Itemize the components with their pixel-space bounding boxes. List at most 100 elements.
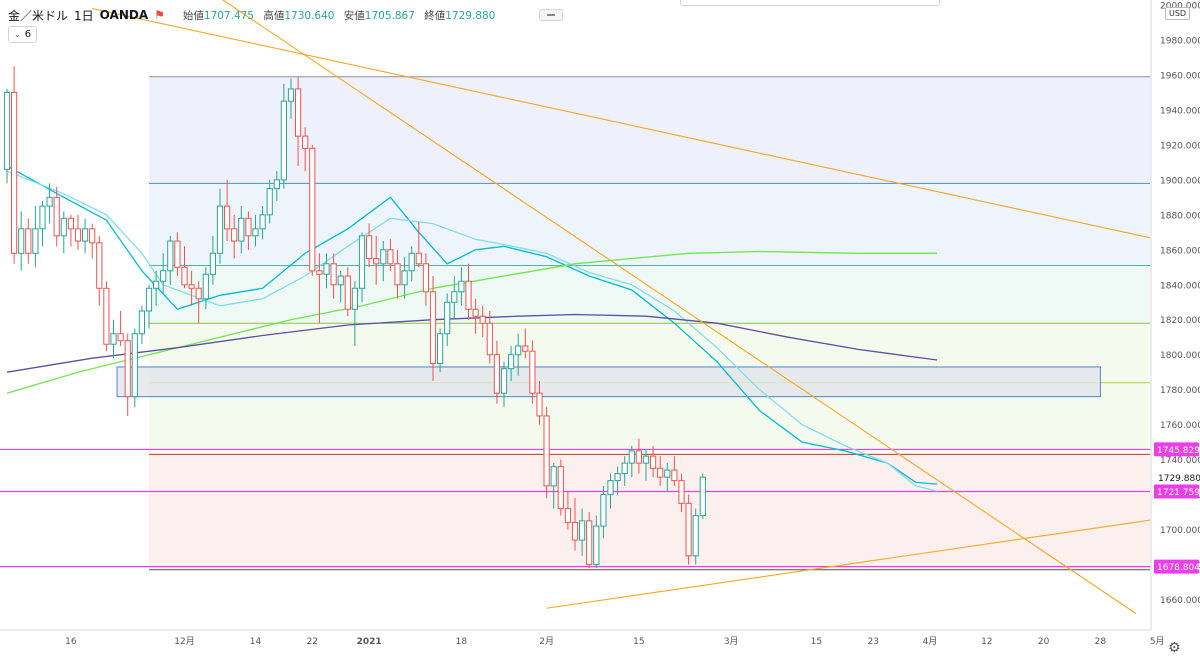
current-price-tag bbox=[1153, 470, 1199, 485]
candle-body bbox=[500, 368, 508, 394]
candle-body bbox=[316, 270, 323, 275]
close-label: 終値 bbox=[424, 9, 446, 22]
candle bbox=[408, 246, 415, 282]
ohlc-readout: 始値1707.475 高値1730.640 安値1705.867 終値1729.… bbox=[183, 8, 501, 23]
candle-body bbox=[245, 217, 252, 237]
candle-body bbox=[472, 308, 479, 317]
candle-body bbox=[529, 350, 536, 394]
candle bbox=[571, 498, 579, 551]
candle bbox=[39, 200, 46, 247]
data-source: OANDA bbox=[99, 8, 149, 22]
candle-body bbox=[202, 273, 209, 300]
candle-body bbox=[287, 88, 295, 102]
candle bbox=[224, 179, 231, 242]
candle bbox=[699, 473, 706, 520]
candle bbox=[358, 232, 366, 303]
candle bbox=[536, 380, 543, 425]
price-tick-label: 1840.000 bbox=[1160, 281, 1200, 291]
collapse-legend-button[interactable] bbox=[539, 9, 564, 21]
candle-body bbox=[444, 301, 451, 335]
candle-body bbox=[266, 188, 273, 216]
candle bbox=[167, 235, 174, 285]
candle-body bbox=[678, 480, 685, 504]
candle-body bbox=[408, 252, 415, 272]
candle bbox=[160, 253, 167, 294]
low-label: 安値 bbox=[343, 9, 365, 22]
candle bbox=[579, 508, 586, 556]
candle-body bbox=[415, 252, 422, 265]
candle bbox=[692, 508, 699, 565]
trendline bbox=[92, 7, 1150, 239]
candle-body bbox=[593, 525, 600, 566]
candle-body bbox=[145, 287, 153, 312]
candle bbox=[181, 246, 188, 289]
candle-body bbox=[188, 284, 195, 289]
candle-body bbox=[493, 354, 500, 394]
candle-body bbox=[252, 228, 259, 237]
candle bbox=[245, 211, 252, 250]
flag-icon[interactable]: ⚑ bbox=[154, 8, 165, 22]
candle-body bbox=[82, 228, 89, 242]
candle-body bbox=[160, 270, 167, 282]
time-tick-label: 16 bbox=[65, 637, 77, 647]
candle-body bbox=[195, 287, 202, 300]
zone-band bbox=[149, 76, 1150, 184]
candle-body bbox=[628, 450, 635, 464]
candle-body bbox=[642, 455, 650, 464]
candle bbox=[153, 270, 160, 306]
candle bbox=[302, 127, 309, 172]
candle bbox=[671, 456, 678, 486]
candle-body bbox=[124, 340, 131, 398]
candle-body bbox=[181, 266, 188, 286]
price-tick-label: 2000.000 bbox=[1160, 2, 1200, 12]
candle bbox=[25, 218, 32, 264]
symbol-name[interactable]: 金／米ドル bbox=[8, 8, 69, 23]
close-value: 1729.880 bbox=[445, 9, 496, 22]
time-tick-label: 12 bbox=[981, 637, 992, 647]
indicator-toggle[interactable]: ⌄ 6 bbox=[8, 26, 38, 43]
candle bbox=[266, 179, 273, 224]
gear-icon[interactable]: ⚙ bbox=[1168, 640, 1181, 656]
candle bbox=[330, 253, 337, 299]
candle-body bbox=[373, 258, 380, 265]
drawing-toolbar[interactable] bbox=[680, 0, 940, 6]
currency-label[interactable]: USD bbox=[1165, 7, 1191, 20]
time-tick-label: 3月 bbox=[724, 636, 739, 647]
candle-body bbox=[650, 455, 657, 469]
candle-body bbox=[117, 333, 124, 342]
candle-body bbox=[280, 100, 287, 181]
candle bbox=[309, 144, 316, 277]
candle-body bbox=[32, 228, 39, 254]
candle-body bbox=[358, 235, 366, 289]
candle bbox=[195, 281, 202, 324]
price-level-tag bbox=[1154, 484, 1199, 499]
candle bbox=[650, 445, 657, 478]
indicator-count: 6 bbox=[24, 29, 32, 40]
candle bbox=[380, 241, 387, 282]
candle bbox=[67, 214, 75, 247]
candle bbox=[600, 485, 607, 539]
candle-body bbox=[550, 466, 557, 487]
candle-body bbox=[209, 252, 217, 275]
candle bbox=[89, 223, 96, 259]
candle bbox=[415, 221, 422, 268]
candle-body bbox=[635, 450, 642, 464]
candle bbox=[628, 445, 635, 478]
time-tick-label: 5月 bbox=[1150, 636, 1165, 647]
price-tick-label: 1740.000 bbox=[1160, 456, 1200, 466]
candle bbox=[202, 267, 209, 310]
time-tick-label: 15 bbox=[633, 637, 644, 647]
candle bbox=[401, 256, 408, 299]
interval-label[interactable]: 1日 bbox=[74, 8, 94, 23]
candle bbox=[344, 267, 351, 317]
candle-body bbox=[174, 240, 181, 268]
candle-body bbox=[110, 333, 117, 345]
price-tick-label: 1940.000 bbox=[1160, 106, 1200, 116]
candle bbox=[685, 494, 692, 565]
candle bbox=[614, 466, 621, 495]
price-tick-label: 1920.000 bbox=[1160, 141, 1200, 151]
candle bbox=[451, 276, 458, 320]
trendline bbox=[221, 0, 1137, 614]
candle-body bbox=[571, 522, 579, 541]
